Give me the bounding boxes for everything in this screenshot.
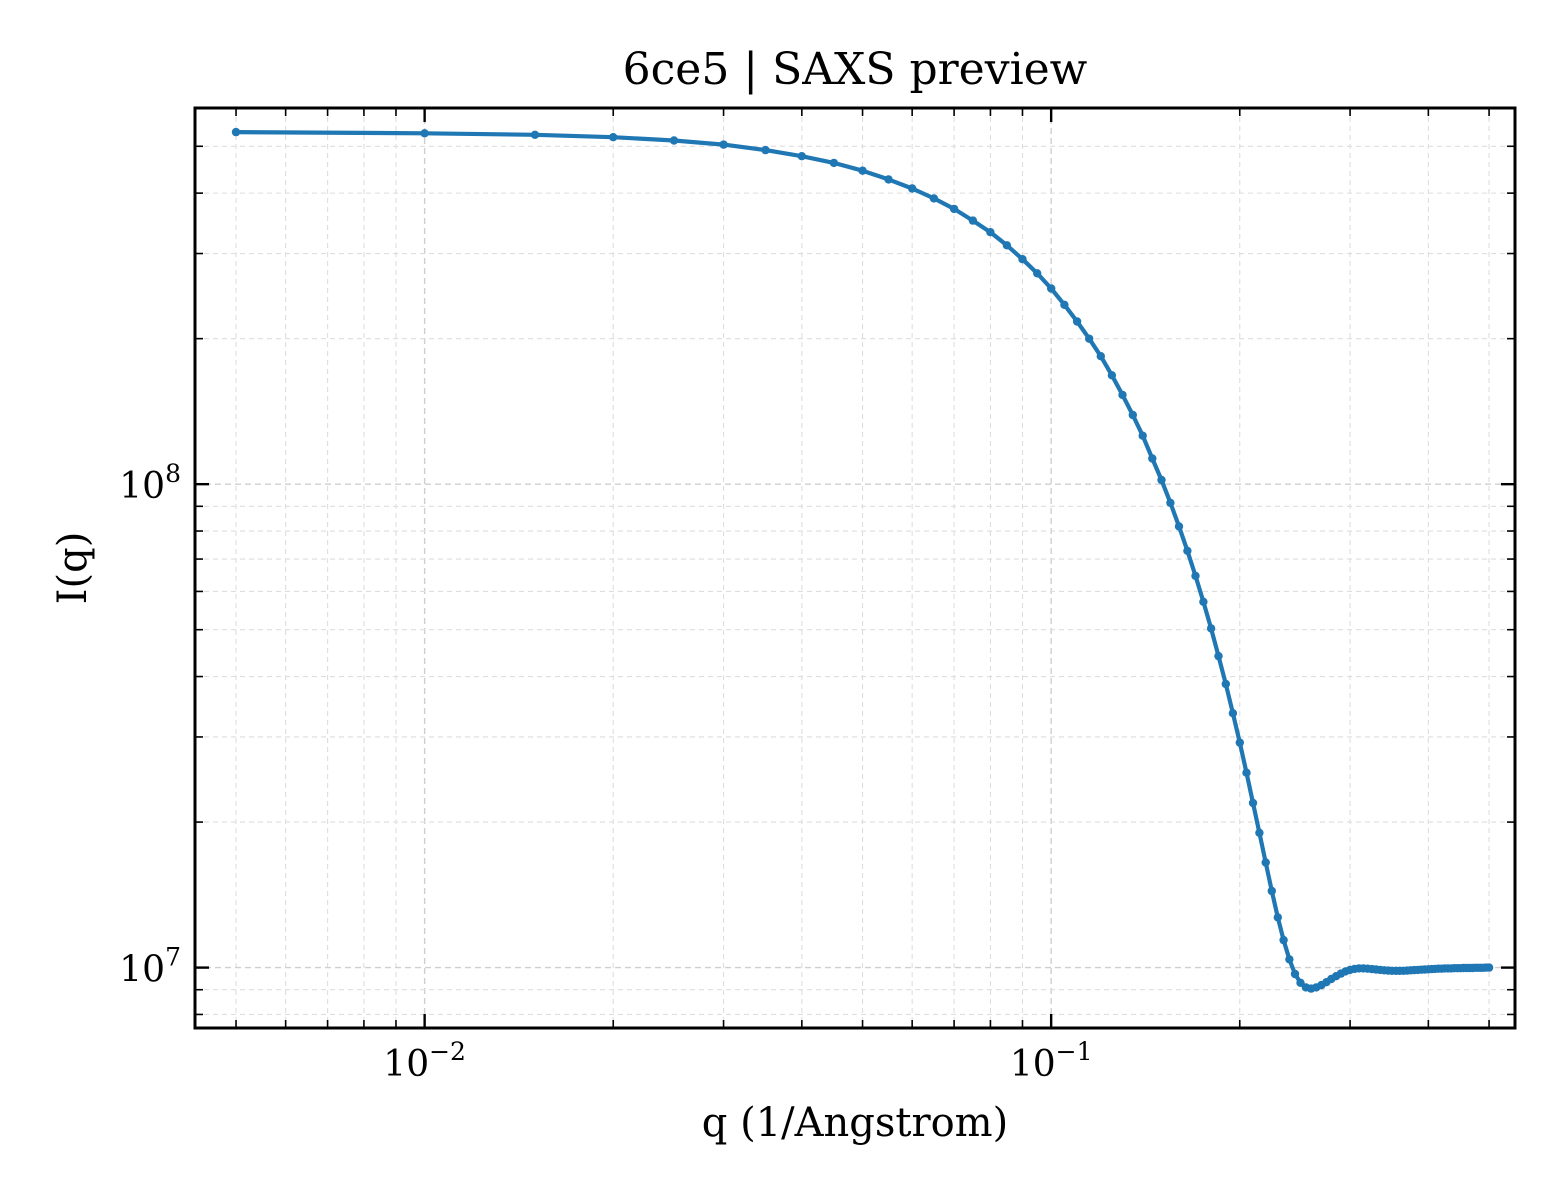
chart-title: 6ce5 | SAXS preview <box>623 44 1088 95</box>
data-point <box>1033 269 1042 278</box>
data-point <box>968 216 978 225</box>
data-point <box>797 152 806 161</box>
data-point <box>1248 798 1258 808</box>
data-point <box>986 228 995 237</box>
data-point <box>1148 454 1157 463</box>
data-point <box>1191 571 1200 581</box>
data-point <box>1285 955 1294 964</box>
data-point <box>1018 255 1027 264</box>
data-point <box>1199 597 1208 606</box>
data-point <box>1047 284 1056 293</box>
data-point <box>530 130 540 139</box>
tick-labels: 10−2 10−1 107 108 <box>119 459 1092 1085</box>
data-point <box>1138 431 1147 440</box>
plot-frame <box>193 106 1517 1030</box>
data-point <box>908 184 917 193</box>
data-point <box>1166 498 1175 507</box>
tick-label: 10−2 <box>383 1037 466 1085</box>
series-layer <box>231 127 1494 993</box>
data-point <box>761 145 770 155</box>
tick-label: 108 <box>119 459 181 507</box>
data-point <box>949 204 959 214</box>
grid-lines <box>195 107 1515 1028</box>
data-point <box>1002 241 1012 250</box>
data-point <box>1279 935 1288 945</box>
data-point <box>1214 651 1223 661</box>
data-point <box>1255 828 1264 837</box>
data-point <box>1228 709 1238 718</box>
data-point <box>231 127 241 137</box>
data-point <box>1267 886 1277 896</box>
data-point <box>1096 352 1106 361</box>
data-point <box>1072 317 1082 326</box>
data-point <box>1183 546 1192 555</box>
data-point <box>829 158 839 168</box>
data-point <box>1235 738 1245 747</box>
data-point <box>1128 410 1138 420</box>
data-point <box>1273 913 1283 922</box>
data-point <box>1206 624 1216 633</box>
tick-label: 107 <box>119 943 181 991</box>
data-point <box>1174 522 1184 531</box>
data-point <box>1221 679 1231 689</box>
data-point <box>719 140 728 149</box>
data-point <box>1261 858 1270 867</box>
data-point <box>1085 334 1094 343</box>
x-axis-label: q (1/Angstrom) <box>702 1100 1008 1146</box>
data-point <box>669 136 679 145</box>
data-point <box>1157 475 1166 485</box>
data-point <box>1484 963 1494 972</box>
data-point <box>1060 300 1069 309</box>
y-axis-label: I(q) <box>50 532 96 605</box>
data-point <box>609 133 618 142</box>
data-point <box>1107 371 1117 380</box>
data-point <box>1290 969 1300 979</box>
data-point <box>1242 768 1251 777</box>
data-point <box>884 175 893 184</box>
data-point <box>420 129 429 138</box>
axis-ticks <box>195 107 1515 1028</box>
data-point <box>858 166 867 175</box>
data-point <box>929 194 939 203</box>
data-point <box>1118 390 1127 400</box>
tick-label: 10−1 <box>1010 1037 1093 1085</box>
